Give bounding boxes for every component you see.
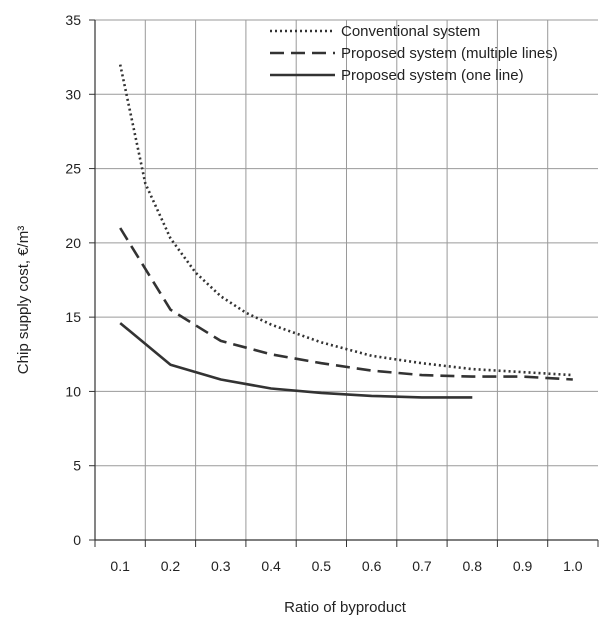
- series-layer: [118, 64, 573, 399]
- y-tick-label: 10: [65, 383, 81, 399]
- grid: [95, 19, 598, 540]
- y-axis-label: Chip supply cost, €/m³: [15, 226, 32, 374]
- y-tick-label: 0: [73, 532, 81, 548]
- y-tick-label: 5: [73, 458, 81, 474]
- y-tick-label: 25: [65, 161, 81, 177]
- y-tick-label: 30: [65, 86, 81, 102]
- x-tick-label: 1.0: [563, 558, 583, 574]
- x-tick-label: 0.1: [110, 558, 130, 574]
- x-axis-label: Ratio of byproduct: [284, 599, 407, 616]
- legend-label: Conventional system: [341, 23, 480, 40]
- y-tick-label: 20: [65, 235, 81, 251]
- series-conventional-line: [118, 64, 573, 377]
- legend-label: Proposed system (multiple lines): [341, 45, 558, 62]
- series-proposed-multiple-lines: [119, 227, 573, 381]
- x-tick-label: 0.2: [161, 558, 181, 574]
- x-tick-label: 0.8: [463, 558, 483, 574]
- legend: Conventional system Proposed system (mult…: [270, 23, 558, 84]
- x-tick-label: 0.3: [211, 558, 231, 574]
- x-tick-label: 0.4: [261, 558, 281, 574]
- x-axis-ticks: 0.1 0.2 0.3 0.4 0.5 0.6 0.7 0.8 0.9 1.0: [94, 540, 599, 574]
- x-tick-label: 0.5: [312, 558, 332, 574]
- y-axis-ticks: 0 5 10 15 20 25 30 35: [65, 12, 95, 548]
- legend-label: Proposed system (one line): [341, 67, 524, 84]
- series-proposed-one-line: [119, 322, 473, 399]
- x-tick-label: 0.7: [412, 558, 432, 574]
- x-tick-label: 0.9: [513, 558, 533, 574]
- y-tick-label: 35: [65, 12, 81, 28]
- y-tick-label: 15: [65, 309, 81, 325]
- x-tick-label: 0.6: [362, 558, 382, 574]
